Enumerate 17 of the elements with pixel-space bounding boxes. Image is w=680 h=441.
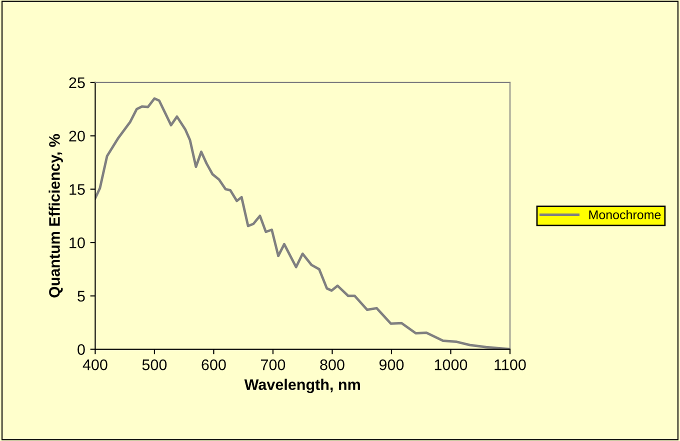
- y-tick-label: 10: [70, 237, 85, 248]
- x-tick-label: 400: [82, 359, 108, 370]
- x-tick-label: 900: [379, 359, 404, 370]
- x-tick-label: 600: [202, 359, 226, 370]
- x-tick-label: 1100: [494, 359, 526, 370]
- x-tick-label: 700: [261, 359, 286, 370]
- y-tick-label: 0: [78, 344, 85, 355]
- y-tick-label: 25: [69, 77, 85, 88]
- legend-label: Monochrome: [589, 210, 661, 220]
- y-tick-label: 20: [69, 130, 85, 142]
- y-axis-title: Quantum Efficiency, %: [48, 134, 63, 298]
- x-tick-label: 800: [320, 359, 344, 370]
- y-tick-label: 15: [70, 184, 85, 195]
- x-axis-title: Wavelength, nm: [244, 378, 360, 394]
- x-tick-label: 500: [142, 359, 167, 370]
- x-tick-label: 1000: [434, 359, 468, 370]
- y-tick-label: 5: [78, 290, 85, 302]
